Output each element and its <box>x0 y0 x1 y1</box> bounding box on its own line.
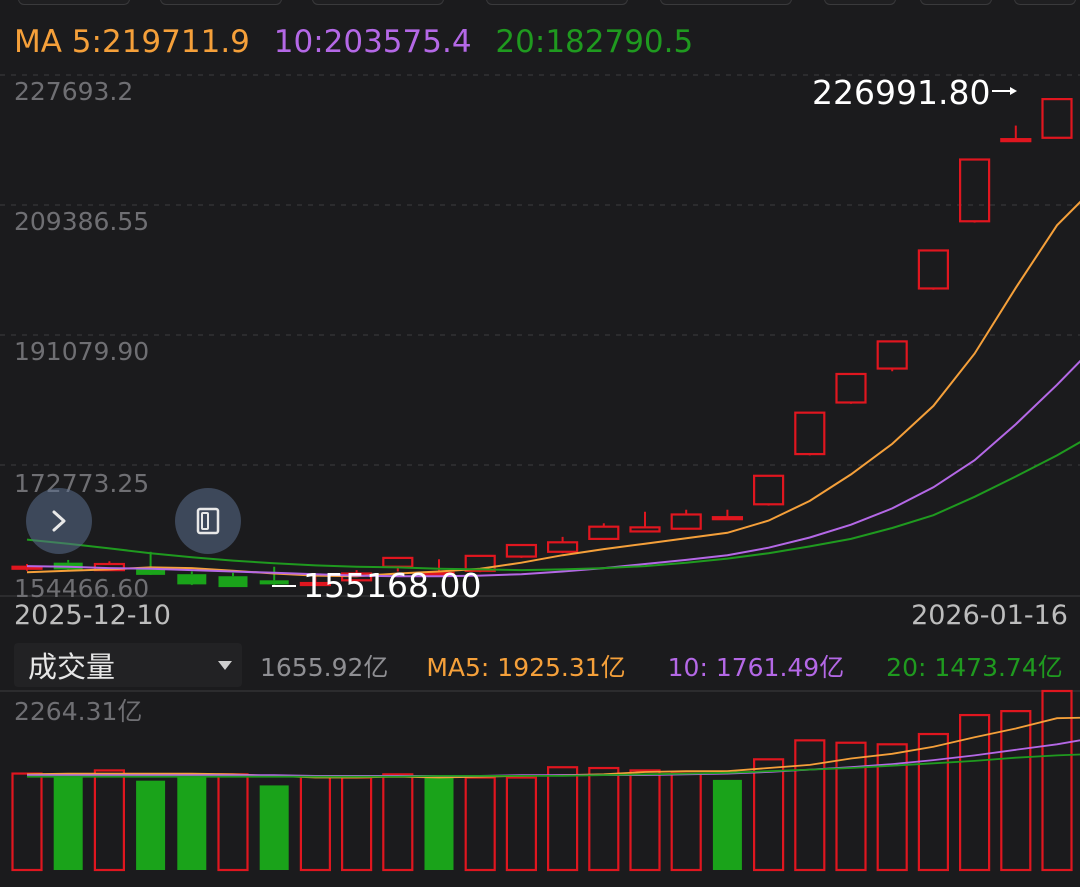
volume-bar[interactable] <box>958 713 991 872</box>
volume-bar[interactable] <box>1041 689 1073 872</box>
candlestick[interactable] <box>917 249 950 290</box>
candlestick[interactable] <box>876 340 908 372</box>
price-axis-label: 154466.60 <box>14 574 149 603</box>
candlestick[interactable] <box>588 523 620 541</box>
candlestick[interactable] <box>53 559 83 571</box>
volume-bar[interactable] <box>11 772 43 872</box>
candlestick[interactable] <box>177 571 207 586</box>
volume-bar[interactable] <box>136 780 166 870</box>
indicator-dropdown-label: 成交量 <box>28 650 116 684</box>
candlestick[interactable] <box>629 511 661 533</box>
volume-axis-max: 2264.31亿 <box>14 697 142 726</box>
volume-legend: 1655.92亿 MA5: 1925.31亿 10: 1761.49亿 20: … <box>260 648 1080 684</box>
volume-bar[interactable] <box>629 769 661 872</box>
volume-ma10-line <box>27 739 1080 777</box>
expand-button[interactable] <box>26 488 92 554</box>
volume-ma20-line <box>27 753 1080 778</box>
price-axis-label: 227693.2 <box>14 77 133 106</box>
volume-bar[interactable] <box>464 776 496 872</box>
volume-bar[interactable] <box>752 758 785 872</box>
end-date: 2026-01-16 <box>911 600 1068 631</box>
volume-ma10: 10: 1761.49亿 <box>667 653 845 682</box>
high-price-arrowhead <box>1010 87 1017 95</box>
volume-bar[interactable] <box>259 785 289 870</box>
candlestick[interactable] <box>794 411 826 456</box>
volume-ma5: MA5: 1925.31亿 <box>426 653 626 682</box>
volume-bar[interactable] <box>546 766 579 872</box>
start-date: 2025-12-10 <box>14 600 171 631</box>
low-price-label: 155168.00 <box>303 566 481 605</box>
chevron-right-icon <box>52 510 66 532</box>
indicator-dropdown[interactable]: 成交量 <box>14 643 242 687</box>
candlestick[interactable] <box>752 474 785 506</box>
candlestick[interactable] <box>670 509 702 530</box>
volume-current: 1655.92亿 <box>260 653 389 682</box>
candlestick[interactable] <box>11 564 43 571</box>
ma-legend: MA 5:219711.9 10:203575.4 20:182790.5 <box>14 24 707 60</box>
tablet-icon <box>196 507 220 535</box>
price-axis-label: 209386.55 <box>14 207 149 236</box>
candlestick[interactable] <box>1041 97 1073 139</box>
ma10-line <box>26 359 1080 578</box>
ma5-line <box>26 200 1080 578</box>
candlestick[interactable] <box>835 372 867 404</box>
volume-bar[interactable] <box>424 775 454 870</box>
volume-bar[interactable] <box>299 775 331 872</box>
candlestick[interactable] <box>136 551 166 575</box>
volume-bar[interactable] <box>876 743 908 872</box>
volume-bar[interactable] <box>341 776 373 872</box>
volume-bar[interactable] <box>712 779 742 870</box>
volume-bar[interactable] <box>505 776 537 872</box>
volume-bar[interactable] <box>93 769 126 872</box>
candlestick[interactable] <box>711 509 744 521</box>
chevron-down-icon <box>218 660 232 670</box>
volume-bar[interactable] <box>177 774 207 870</box>
volume-bar[interactable] <box>217 773 249 872</box>
volume-ma20: 20: 1473.74亿 <box>886 653 1063 682</box>
volume-bar[interactable] <box>917 732 950 872</box>
ma20-line <box>26 441 1080 572</box>
high-price-label: 226991.80 <box>812 73 990 112</box>
ma20-legend: 20:182790.5 <box>495 24 694 60</box>
volume-bar[interactable] <box>382 773 414 872</box>
ma5-legend: MA 5:219711.9 <box>14 24 250 60</box>
candlestick[interactable] <box>259 566 289 586</box>
candlestick[interactable] <box>546 536 579 554</box>
volume-bar[interactable] <box>53 774 83 870</box>
price-axis-label: 191079.90 <box>14 337 149 366</box>
candlestick[interactable] <box>505 543 537 558</box>
price-axis-label: 172773.25 <box>14 469 149 498</box>
volume-bar[interactable] <box>588 766 620 872</box>
candlestick[interactable] <box>464 554 496 573</box>
volume-bar[interactable] <box>835 741 867 872</box>
volume-ma5-line <box>26 716 1080 779</box>
candlestick[interactable] <box>218 572 248 588</box>
ma10-legend: 10:203575.4 <box>273 24 472 60</box>
volume-bar[interactable] <box>794 739 826 872</box>
volume-bar[interactable] <box>1000 710 1032 872</box>
candlestick[interactable] <box>1000 125 1032 143</box>
candlestick[interactable] <box>958 158 991 223</box>
device-toggle-button[interactable] <box>175 488 241 554</box>
volume-bar[interactable] <box>670 772 702 872</box>
